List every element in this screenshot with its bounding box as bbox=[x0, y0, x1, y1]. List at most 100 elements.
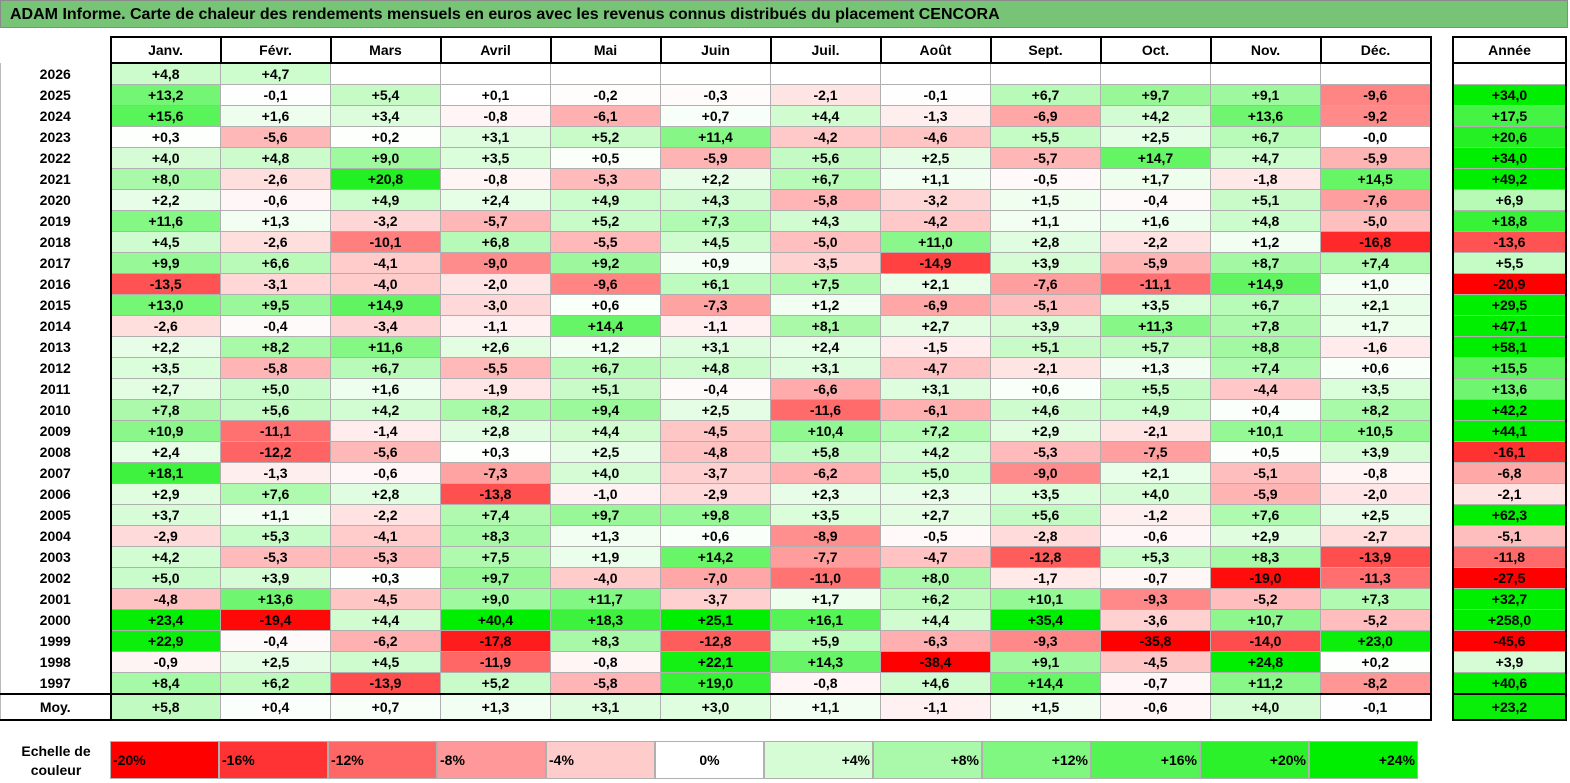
heatmap-cell: +3,1 bbox=[660, 336, 771, 358]
heatmap-cell: +2,2 bbox=[109, 189, 221, 211]
heatmap-cell: +11,2 bbox=[1210, 672, 1321, 695]
heatmap-cell: +4,0 bbox=[1210, 693, 1321, 721]
year-label: 2021 bbox=[0, 168, 111, 190]
heatmap-cell: +7,3 bbox=[1320, 588, 1432, 610]
annual-heatmap: Année +34,0 +17,5 +20,6 +34,0 +49,2 +6,9 +18,8… bbox=[1452, 36, 1567, 721]
heatmap-cell: -0,6 bbox=[1100, 693, 1211, 721]
year-row: 2016 -13,5 -3,1 -4,0 -2,0 -9,6 +6,1 +7,5 +2,1 -7,… bbox=[0, 273, 1432, 295]
heatmap-cell: +1,3 bbox=[550, 525, 661, 547]
heatmap-cell: +5,3 bbox=[220, 525, 331, 547]
year-row: 2019 +11,6 +1,3 -3,2 -5,7 +5,2 +7,3 +4,3 -4,2 +1,… bbox=[0, 210, 1432, 232]
month-header: Sept. bbox=[989, 36, 1102, 64]
heatmap-cell: +0,6 bbox=[660, 525, 771, 547]
heatmap-cell: +1,0 bbox=[1320, 273, 1432, 295]
heatmap-cell: +10,5 bbox=[1320, 420, 1432, 442]
heatmap-cell: +4,5 bbox=[330, 651, 441, 673]
heatmap-cell bbox=[550, 62, 661, 85]
heatmap-cell: +0,3 bbox=[330, 567, 441, 589]
heatmap-cell: +4,8 bbox=[109, 62, 221, 85]
heatmap-cell: -2,6 bbox=[220, 168, 331, 190]
heatmap-cell: -1,3 bbox=[880, 105, 991, 127]
heatmap-cell: +7,8 bbox=[1210, 315, 1321, 337]
heatmap-cell: +13,6 bbox=[220, 588, 331, 610]
heatmap-cell: +10,1 bbox=[1210, 420, 1321, 442]
heatmap-cell: +7,6 bbox=[1210, 504, 1321, 526]
heatmap-cell: +0,4 bbox=[220, 693, 331, 721]
heatmap-cell: +1,5 bbox=[990, 189, 1101, 211]
annual-cell: +18,8 bbox=[1452, 210, 1567, 232]
heatmap-cell: +9,8 bbox=[660, 504, 771, 526]
heatmap-cell: +4,5 bbox=[109, 231, 221, 253]
heatmap-cell: +3,1 bbox=[440, 126, 551, 148]
heatmap-cell: +4,8 bbox=[660, 357, 771, 379]
heatmap-cell: -0,8 bbox=[440, 168, 551, 190]
heatmap-cell: +14,9 bbox=[1210, 273, 1321, 295]
heatmap-cell: +5,6 bbox=[990, 504, 1101, 526]
heatmap-cell: +6,7 bbox=[1210, 294, 1321, 316]
heatmap-cell: +4,0 bbox=[109, 147, 221, 169]
heatmap-cell: +1,9 bbox=[550, 546, 661, 568]
heatmap-cell: +5,5 bbox=[990, 126, 1101, 148]
heatmap-cell: +3,5 bbox=[990, 483, 1101, 505]
heatmap-cell: +4,4 bbox=[770, 105, 881, 127]
heatmap-cell: -2,0 bbox=[440, 273, 551, 295]
heatmap-cell: +1,7 bbox=[1320, 315, 1432, 337]
heatmap-cell: +24,8 bbox=[1210, 651, 1321, 673]
heatmap-cell: -0,4 bbox=[1100, 189, 1211, 211]
heatmap-cell: +3,9 bbox=[990, 252, 1101, 274]
heatmap-cell: +0,7 bbox=[330, 693, 441, 721]
heatmap-cell: +2,3 bbox=[770, 483, 881, 505]
heatmap-cell: +2,7 bbox=[880, 315, 991, 337]
year-label: 1999 bbox=[0, 630, 111, 652]
heatmap-cell: -0,4 bbox=[220, 315, 331, 337]
heatmap-cell: +2,1 bbox=[1320, 294, 1432, 316]
heatmap-cell: +1,2 bbox=[1210, 231, 1321, 253]
heatmap-cell: -9,6 bbox=[550, 273, 661, 295]
heatmap-cell: +7,2 bbox=[880, 420, 991, 442]
heatmap-cell: -5,7 bbox=[990, 147, 1101, 169]
color-scale: -20% -16% -12% -8% -4% 0% +4% +8% +12% +16% +20% +2… bbox=[110, 741, 1418, 779]
heatmap-cell: -9,0 bbox=[990, 462, 1101, 484]
heatmap-cell: -0,4 bbox=[660, 378, 771, 400]
annual-row: +34,0 bbox=[1452, 147, 1567, 169]
color-scale-swatch: 0% bbox=[655, 741, 764, 779]
heatmap-cell: +4,6 bbox=[880, 672, 991, 695]
heatmap-cell: +8,3 bbox=[440, 525, 551, 547]
heatmap-cell: +7,3 bbox=[660, 210, 771, 232]
year-row: 2006 +2,9 +7,6 +2,8 -13,8 -1,0 -2,9 +2,3 +2,3 +3,… bbox=[0, 483, 1432, 505]
heatmap-cell: +1,1 bbox=[990, 210, 1101, 232]
heatmap-cell: +9,5 bbox=[220, 294, 331, 316]
heatmap-cell: +9,0 bbox=[330, 147, 441, 169]
year-label: 2001 bbox=[0, 588, 111, 610]
heatmap-cell: +5,7 bbox=[1100, 336, 1211, 358]
heatmap-cell: -0,2 bbox=[550, 84, 661, 106]
heatmap-cell: +4,2 bbox=[1100, 105, 1211, 127]
heatmap-cell: -5,9 bbox=[1210, 483, 1321, 505]
heatmap-cell: -35,8 bbox=[1100, 630, 1211, 652]
color-scale-swatch: -8% bbox=[437, 741, 546, 779]
heatmap-cell: -0,8 bbox=[550, 651, 661, 673]
annual-cell: +3,9 bbox=[1452, 651, 1567, 673]
month-header: Déc. bbox=[1319, 36, 1432, 64]
annual-row: +18,8 bbox=[1452, 210, 1567, 232]
year-label: 1998 bbox=[0, 651, 111, 673]
heatmap-cell: +5,8 bbox=[109, 693, 221, 721]
heatmap-cell: -6,2 bbox=[770, 462, 881, 484]
color-scale-swatch: +20% bbox=[1200, 741, 1309, 779]
heatmap-cell: -2,1 bbox=[990, 357, 1101, 379]
year-row: 2022 +4,0 +4,8 +9,0 +3,5 +0,5 -5,9 +5,6 +2,5 -5,7… bbox=[0, 147, 1432, 169]
heatmap-cell bbox=[1320, 62, 1432, 85]
heatmap-cell: +22,9 bbox=[109, 630, 221, 652]
annual-cell: +34,0 bbox=[1452, 84, 1567, 106]
annual-row: -11,8 bbox=[1452, 546, 1567, 568]
heatmap-cell: -11,9 bbox=[440, 651, 551, 673]
heatmap-cell: -4,8 bbox=[109, 588, 221, 610]
annual-average-row: +23,2 bbox=[1452, 693, 1567, 721]
heatmap-cell: +3,1 bbox=[550, 693, 661, 721]
heatmap-cell: +2,7 bbox=[109, 378, 221, 400]
heatmap-cell: +4,7 bbox=[220, 62, 331, 85]
annual-cell: +42,2 bbox=[1452, 399, 1567, 421]
heatmap-cell: -4,5 bbox=[1100, 651, 1211, 673]
heatmap-cell: +0,3 bbox=[440, 441, 551, 463]
heatmap-cell: -1,8 bbox=[1210, 168, 1321, 190]
